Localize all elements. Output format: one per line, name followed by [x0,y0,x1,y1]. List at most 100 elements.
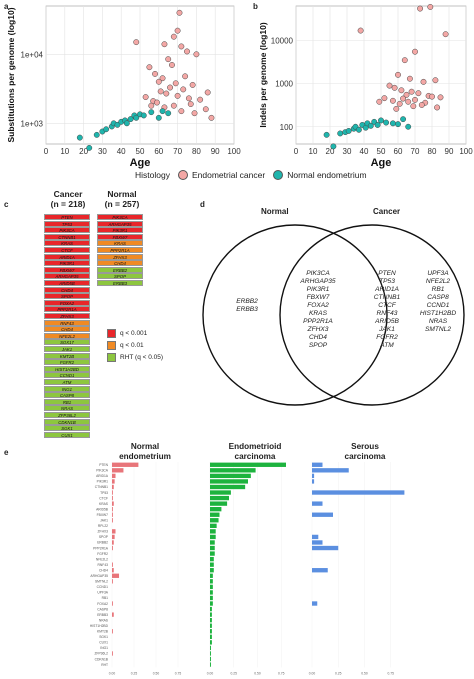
gene-cell: RNF43 [44,319,90,326]
q-swatch-1 [107,329,116,338]
data-point [180,86,187,93]
data-point [389,120,396,127]
bar [312,468,349,473]
data-point [406,75,413,82]
x-tick-label: 0.00 [207,671,214,675]
q-label-2: q < 0.01 [120,342,144,349]
x-tick-label: 0.00 [109,671,116,675]
x-tick-label: 20 [326,147,335,156]
gene-label: ZFP36L2 [94,652,108,656]
data-point [155,114,162,121]
x-tick-label: 80 [428,147,437,156]
data-point [395,71,401,78]
bar [210,568,214,573]
gene-label: CTCF [99,496,108,500]
panel-letter-e: e [4,448,9,457]
gene-label: ARHGAP35 [90,574,108,578]
venn-circle-normal [202,224,388,406]
bar [210,462,286,467]
gene-cell: PIK3CA [97,214,143,221]
x-tick-label: 40 [117,147,126,156]
bar [210,634,212,639]
bar [210,495,229,501]
bar [312,540,323,545]
bar [112,529,116,534]
legend-item-cancer: Endometrial cancer [177,170,265,180]
data-point [323,131,330,138]
bar [210,556,214,562]
bar [210,507,222,512]
q-label-3: RHT (q < 0.05) [120,354,164,361]
gene-cell: ARID1A [44,253,90,260]
bar [210,512,220,517]
data-point [86,144,93,151]
histology-legend: Histology Endometrial cancer Normal endo… [135,170,367,180]
x-tick-label: 70 [173,147,182,156]
chart-a-substitutions: 01020304050607080901001e+031e+041e+05Age… [6,5,241,169]
gene-cell: FGFR2 [44,359,90,366]
bar [112,495,113,501]
gene-cell: PTEN [44,214,90,221]
y-tick-label: 1e+03 [21,119,44,128]
data-point [172,80,179,87]
gene-cell: CHD4 [97,260,143,267]
bar [210,601,213,606]
gene-cell: PIK3R1 [44,260,90,267]
data-point [330,143,337,150]
bar [312,512,333,517]
gene-label: KRAS [99,502,109,506]
bar [112,534,115,540]
data-point [410,103,417,110]
bar [210,662,211,667]
x-tick-label: 60 [154,147,163,156]
gene-label: NFE2L2 [96,557,108,561]
q-label-1: q < 0.001 [120,330,148,337]
venn-shared: PIK3CA ARHGAP35 PIK3R1 FBXW7 FOXA2 KRAS … [300,270,336,349]
data-point [182,73,189,80]
gene-label: RB1 [102,596,109,600]
gene-cell: ERBB3 [97,280,143,287]
bar [312,479,315,484]
gene-label: NRAS [99,618,109,622]
gene-cell: ARID5B [44,280,90,287]
data-point [376,98,383,105]
gene-cell: SPOP [44,293,90,300]
data-point [378,117,384,124]
data-point [367,122,374,129]
bar [210,501,228,506]
x-tick-label: 10 [309,147,318,156]
data-point [155,78,162,85]
bar [210,534,216,540]
bar [312,473,315,479]
data-point [174,92,181,99]
gene-cell: ZFP36L2 [44,412,90,419]
data-point [127,116,134,123]
bar [210,606,212,612]
bar [312,568,328,573]
bar [210,468,256,473]
gene-cell: NRAS [44,405,90,412]
data-point [398,87,405,94]
data-point [412,48,418,55]
bar [210,573,213,578]
venn-title-cancer: Cancer [373,207,401,216]
bar [312,501,323,506]
data-point [157,88,164,95]
venn-circle-cancer [279,224,465,406]
data-point [133,114,140,121]
x-tick-label: 0.50 [153,671,160,675]
bar [112,462,139,467]
data-point [140,112,147,119]
x-tick-label: 0.25 [131,671,138,675]
data-point [381,95,388,102]
gene-label: CHD4 [99,568,108,572]
x-tick-label: 60 [394,147,403,156]
bar [312,545,339,551]
gene-label: RPL22 [98,524,108,528]
gene-cell: ATM [44,379,90,386]
data-point [133,39,140,46]
bar [112,562,113,567]
gene-cell: CTCF [44,247,90,254]
data-point [189,81,196,88]
